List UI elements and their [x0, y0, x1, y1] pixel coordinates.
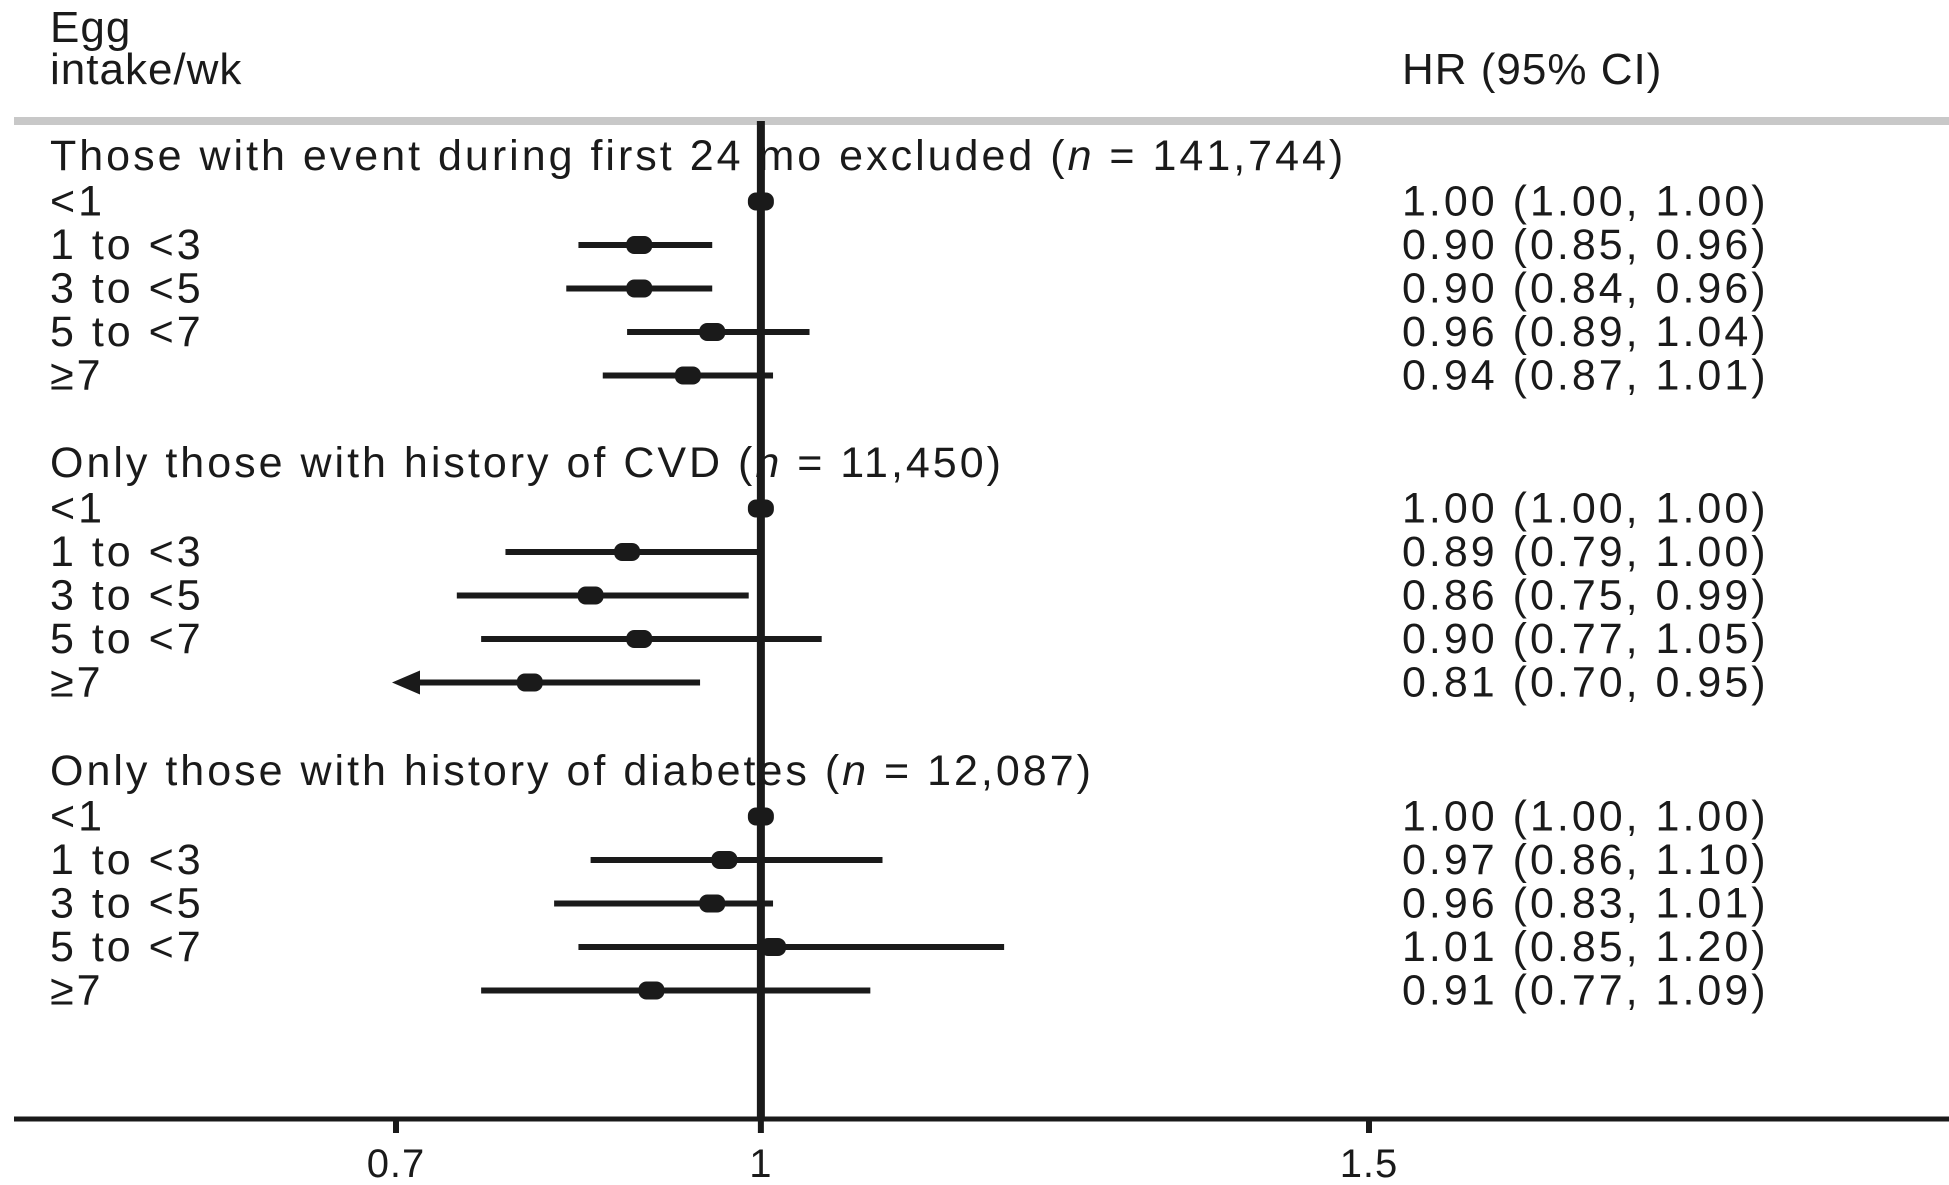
- row-ci-text: 0.96 (0.83, 1.01): [1402, 880, 1769, 928]
- row-label: 1 to <3: [50, 221, 204, 269]
- header-left-line1: Egg: [50, 3, 131, 52]
- row-ci-text: 0.97 (0.86, 1.10): [1402, 836, 1769, 884]
- hr-marker: [516, 673, 543, 692]
- row-ci-text: 0.90 (0.77, 1.05): [1402, 615, 1769, 663]
- hr-marker: [674, 366, 701, 385]
- row-ci-text: 0.91 (0.77, 1.09): [1402, 967, 1769, 1015]
- row-label: 1 to <3: [50, 836, 204, 884]
- row-ci-text: 0.89 (0.79, 1.00): [1402, 528, 1769, 576]
- header-right: HR (95% CI): [1402, 45, 1662, 94]
- hr-marker: [699, 323, 726, 341]
- section-title-1: Those with event during first 24 mo excl…: [50, 132, 1346, 180]
- hr-marker: [760, 938, 787, 956]
- row-label: <1: [50, 793, 105, 841]
- row-label: 3 to <5: [50, 265, 204, 313]
- row-label: <1: [50, 178, 105, 226]
- section-title-3: Only those with history of diabetes (n =…: [50, 747, 1094, 795]
- row-label: 5 to <7: [50, 923, 204, 971]
- row-label: ≥7: [50, 967, 104, 1015]
- hr-marker: [626, 236, 653, 254]
- row-ci-text: 1.00 (1.00, 1.00): [1402, 485, 1769, 533]
- row-label: 5 to <7: [50, 308, 204, 356]
- row-label: 1 to <3: [50, 528, 204, 576]
- row-label: 5 to <7: [50, 615, 204, 663]
- row-label: ≥7: [50, 352, 104, 400]
- hr-marker: [638, 981, 665, 1000]
- row-ci-text: 0.96 (0.89, 1.04): [1402, 308, 1769, 356]
- row-ci-text: 1.00 (1.00, 1.00): [1402, 793, 1769, 841]
- row-label: ≥7: [50, 659, 104, 707]
- x-tick-label: 1: [749, 1142, 772, 1185]
- row-ci-text: 0.86 (0.75, 0.99): [1402, 572, 1769, 620]
- row-ci-text: 0.90 (0.85, 0.96): [1402, 221, 1769, 269]
- ci-arrow-left: [392, 670, 420, 695]
- x-tick-label: 1.5: [1340, 1142, 1399, 1185]
- section-title-2: Only those with history of CVD (n = 11,4…: [50, 439, 1004, 487]
- row-label: 3 to <5: [50, 572, 204, 620]
- row-ci-text: 0.94 (0.87, 1.01): [1402, 352, 1769, 400]
- row-ci-text: 1.01 (0.85, 1.20): [1402, 923, 1769, 971]
- header-rule: [14, 117, 1949, 125]
- hr-marker: [711, 851, 738, 869]
- row-label: <1: [50, 485, 105, 533]
- hr-marker: [614, 543, 641, 561]
- row-ci-text: 1.00 (1.00, 1.00): [1402, 178, 1769, 226]
- row-ci-text: 0.81 (0.70, 0.95): [1402, 659, 1769, 707]
- row-label: 3 to <5: [50, 880, 204, 928]
- hr-marker: [626, 279, 653, 298]
- x-tick-label: 0.7: [367, 1142, 426, 1185]
- hr-marker: [699, 894, 726, 913]
- plot-layer: Those with event during first 24 mo excl…: [14, 121, 1949, 1185]
- header-left-line2: intake/wk: [50, 45, 242, 94]
- row-ci-text: 0.90 (0.84, 0.96): [1402, 265, 1769, 313]
- hr-marker: [577, 586, 604, 605]
- hr-marker: [626, 630, 653, 648]
